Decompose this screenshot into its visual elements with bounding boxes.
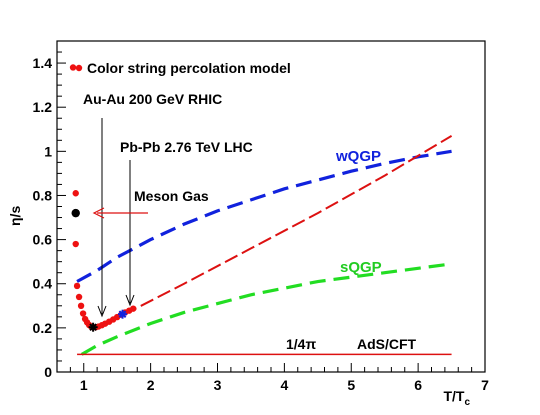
lhc-point <box>118 309 128 319</box>
x-tick-label: 7 <box>481 377 489 393</box>
meson-gas-label: Meson Gas <box>134 188 209 204</box>
percolation-point <box>72 240 79 248</box>
annotation-layer: Au-Au 200 GeV RHIC Pb-Pb 2.76 TeV LHC Me… <box>75 60 417 352</box>
x-tick-label: 1 <box>80 377 88 393</box>
percolation-point <box>73 282 81 290</box>
rhic-label: Au-Au 200 GeV RHIC <box>83 91 222 107</box>
x-axis-title-main: T/T <box>443 388 464 404</box>
x-tick-label: 6 <box>414 377 422 393</box>
legend-marker <box>75 64 83 72</box>
x-axis-title-sub: c <box>464 397 470 408</box>
y-tick-label: 0.6 <box>33 232 53 248</box>
y-tick-label: 0 <box>44 364 52 380</box>
points-layer <box>69 64 137 332</box>
series-line-1 <box>80 262 452 356</box>
y-tick-label: 0.2 <box>33 320 53 336</box>
series-line-2 <box>123 135 453 316</box>
wqgp-label: wQGP <box>335 148 381 165</box>
axis-layer: 1 2 3 4 5 6 7 0 0.2 0.4 0.6 0.8 1 1.2 1.4 <box>33 51 489 393</box>
percolation-point <box>79 310 87 317</box>
ads-cft-label: AdS/CFT <box>357 336 417 352</box>
series-line-0 <box>76 149 452 283</box>
percolation-point <box>72 190 79 197</box>
percolation-point <box>77 302 85 309</box>
meson-gas-point <box>71 208 80 218</box>
rhic-arrow-head <box>97 305 107 318</box>
legend-label: Color string percolation model <box>87 60 291 76</box>
lhc-label: Pb-Pb 2.76 TeV LHC <box>120 139 253 155</box>
titles-layer: T/Tc η/s <box>7 206 470 408</box>
meson-gas-arrow-head <box>92 207 105 219</box>
y-tick-label: 1.2 <box>33 99 53 115</box>
x-axis-title: T/Tc <box>443 388 470 408</box>
lhc-arrow-head <box>125 294 135 307</box>
percolation-point <box>75 293 83 301</box>
series-layer <box>76 135 453 356</box>
y-tick-label: 0.8 <box>33 187 53 203</box>
x-tick-label: 4 <box>280 377 288 393</box>
ads-quarter-pi-label: 1/4π <box>286 336 316 352</box>
percolation-point <box>130 305 137 312</box>
sqgp-label: sQGP <box>340 259 382 276</box>
x-tick-label: 3 <box>214 377 222 393</box>
y-tick-label: 1 <box>44 143 52 159</box>
x-tick-label: 5 <box>347 377 355 393</box>
y-tick-label: 0.4 <box>33 276 53 292</box>
x-tick-label: 2 <box>147 377 155 393</box>
y-axis-title: η/s <box>7 206 23 226</box>
percolation-point <box>69 64 77 71</box>
rhic-point <box>88 322 98 332</box>
y-tick-label: 1.4 <box>33 55 53 71</box>
